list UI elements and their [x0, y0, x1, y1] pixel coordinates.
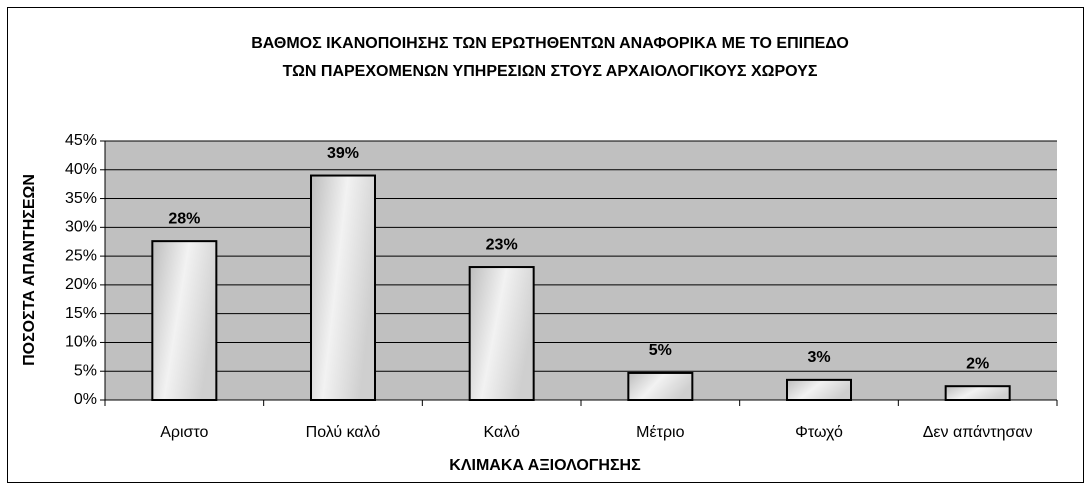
data-label: 3% [807, 349, 830, 366]
data-label: 28% [168, 210, 200, 227]
y-tick-label: 5% [74, 362, 97, 379]
x-axis-label: ΚΛΙΜΑΚΑ ΑΞΙΟΛΟΓΗΣΗΣ [449, 457, 641, 474]
bar [786, 378, 852, 402]
x-tick-label: Πολύ καλό [306, 424, 381, 441]
y-tick-label: 30% [65, 219, 97, 236]
y-tick-label: 40% [65, 161, 97, 178]
bar [627, 371, 694, 401]
x-tick-label: Αριστο [160, 424, 208, 441]
y-axis-label: ΠΟΣΟΣΤΑ ΑΠΑΝΤΗΣΕΩΝ [21, 174, 38, 366]
y-tick-label: 0% [74, 391, 97, 408]
bar [944, 385, 1011, 402]
data-label: 23% [486, 236, 518, 253]
y-tick-label: 35% [65, 190, 97, 207]
x-tick-label: Μέτριο [636, 424, 684, 441]
y-tick-label: 20% [65, 276, 97, 293]
x-tick-label: Δεν απάντησαν [923, 424, 1033, 441]
y-tick-label: 10% [65, 334, 97, 351]
bar [310, 174, 376, 401]
x-tick-label: Καλό [483, 424, 519, 441]
y-tick-label: 25% [65, 247, 97, 264]
chart-title: ΤΩΝ ΠΑΡΕΧΟΜΕΝΩΝ ΥΠΗΡΕΣΙΩΝ ΣΤΟΥΣ ΑΡΧΑΙΟΛΟ… [283, 63, 818, 80]
bar [151, 240, 218, 401]
x-tick-label: Φτωχό [795, 424, 843, 441]
y-tick-label: 15% [65, 305, 97, 322]
bar [468, 266, 535, 401]
data-label: 39% [327, 145, 359, 162]
data-label: 5% [649, 342, 672, 359]
y-tick-label: 45% [65, 132, 97, 149]
plot-area [105, 141, 1057, 400]
chart-title: ΒΑΘΜΟΣ ΙΚΑΝΟΠΟΙΗΣΗΣ ΤΩΝ ΕΡΩΤΗΘΕΝΤΩΝ ΑΝΑΦ… [251, 35, 849, 52]
data-label: 2% [966, 355, 989, 372]
